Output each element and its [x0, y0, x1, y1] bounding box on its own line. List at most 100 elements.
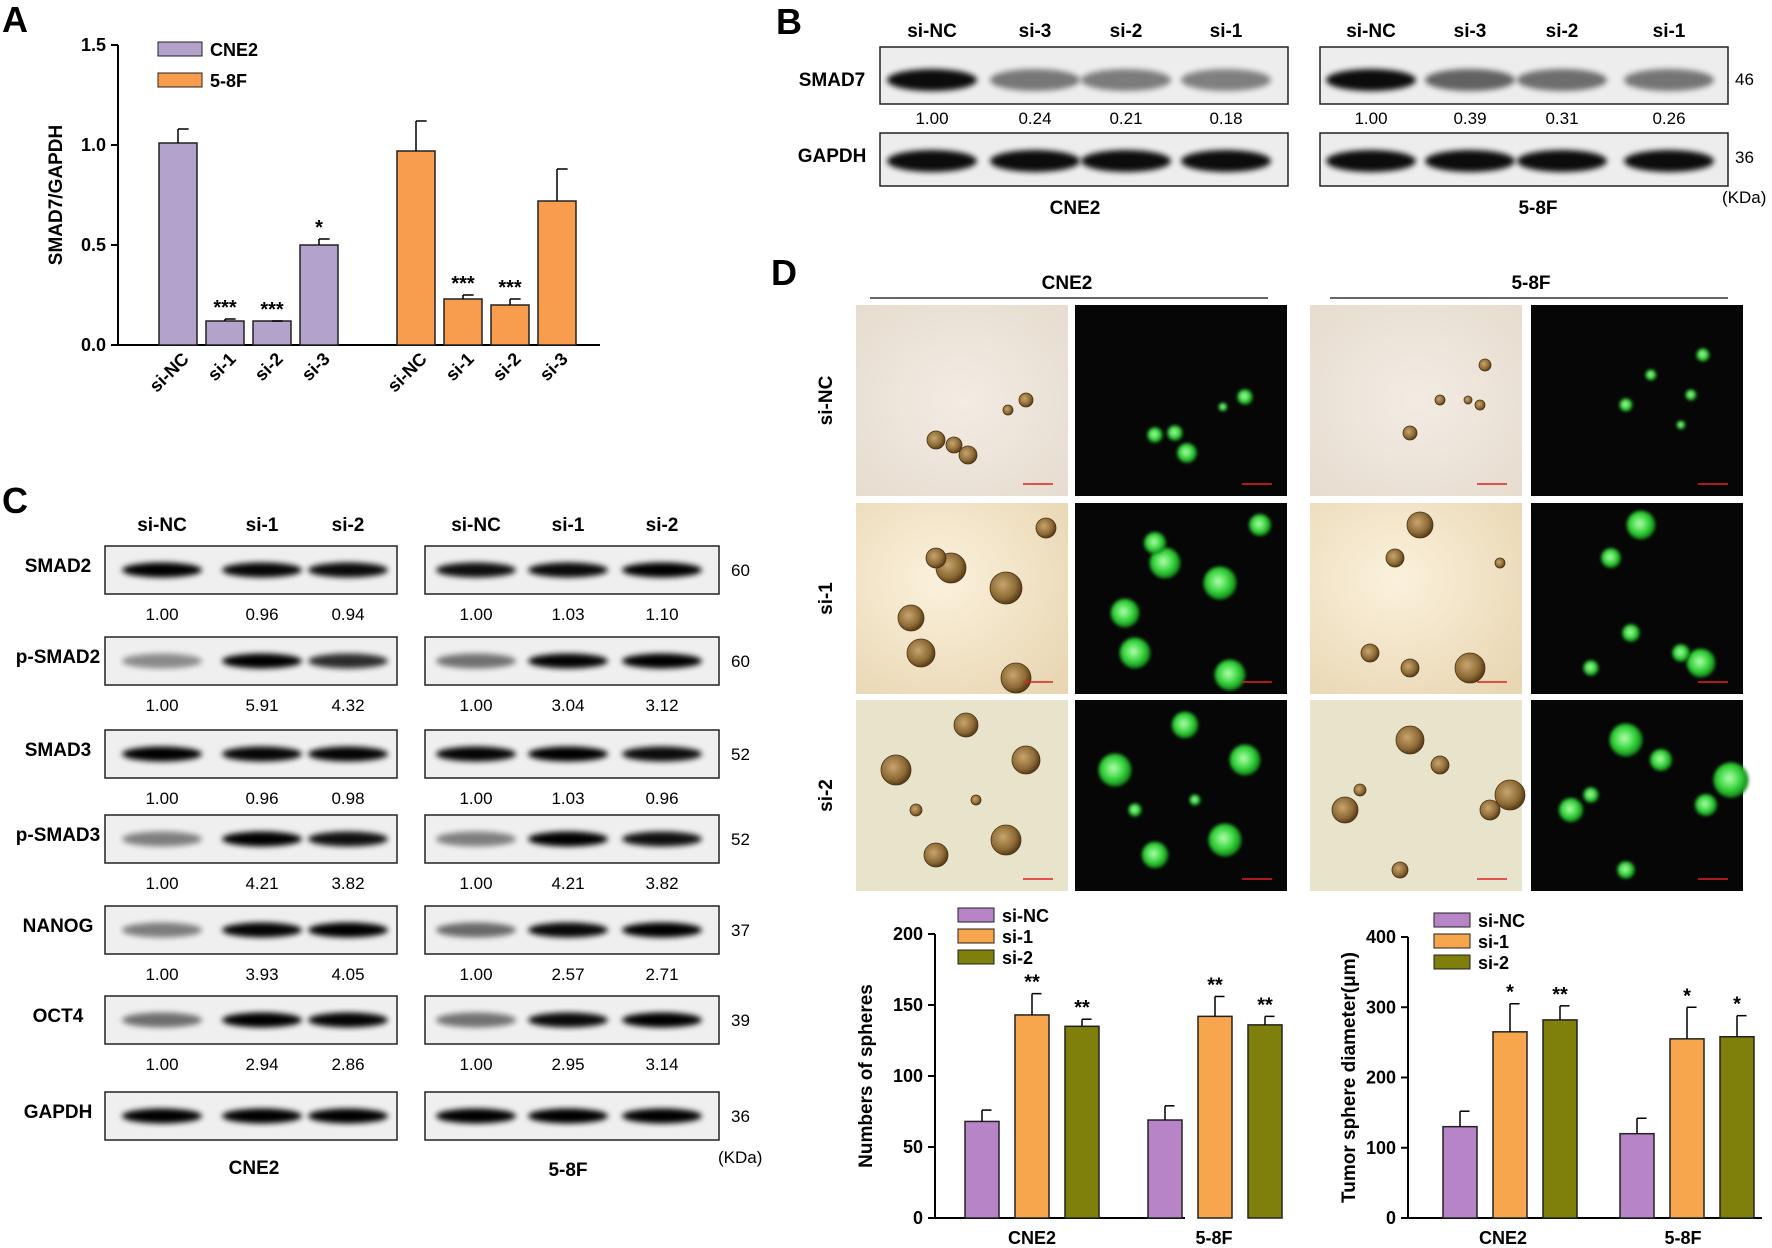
y-tick-label: 0 — [1386, 1208, 1396, 1228]
blot-band — [308, 562, 388, 578]
fluorescent-sphere — [1218, 402, 1228, 412]
blot-band — [436, 562, 516, 578]
fluorescent-sphere — [1229, 744, 1261, 776]
blot-band — [528, 746, 608, 762]
tumor-sphere — [880, 754, 912, 786]
band-quant-value: 0.96 — [245, 605, 278, 624]
x-category-label: si-2 — [489, 349, 525, 385]
significance-stars: ** — [1552, 984, 1568, 1006]
bar — [1247, 1024, 1283, 1219]
band-quant-value: 3.14 — [645, 1055, 678, 1074]
tumor-sphere — [1454, 652, 1486, 684]
band-quant-value: 0.96 — [645, 789, 678, 808]
blot-band — [436, 746, 516, 762]
y-axis-label: SMAD7/GAPDH — [46, 125, 67, 265]
blot-band — [528, 1012, 608, 1028]
significance-stars: *** — [213, 297, 237, 319]
x-category-label: si-NC — [383, 349, 430, 396]
legend-swatch — [157, 72, 203, 88]
band-quant-value: 1.00 — [459, 874, 492, 893]
band-quant-value: 0.96 — [245, 789, 278, 808]
blot-band — [1517, 69, 1607, 91]
blot-band — [222, 653, 302, 669]
band-quant-value: 0.98 — [331, 789, 364, 808]
blot-band — [528, 831, 608, 847]
blot-band — [1517, 150, 1607, 172]
kda-unit: (KDa) — [718, 1148, 762, 1167]
y-tick-label: 0 — [913, 1208, 923, 1228]
x-category-label: si-1 — [442, 349, 478, 385]
blot-lane-label: si-1 — [246, 515, 279, 536]
legend-label: si-NC — [1002, 906, 1049, 926]
fluorescent-sphere — [1617, 861, 1635, 879]
blot-band — [308, 746, 388, 762]
band-quant-value: 1.00 — [459, 605, 492, 624]
significance-stars: ** — [1074, 997, 1090, 1019]
fluorescent-sphere — [1119, 637, 1151, 669]
fluorescent-sphere — [1208, 823, 1242, 857]
bar — [1619, 1132, 1655, 1219]
bar — [299, 244, 339, 346]
blot-band — [1081, 69, 1171, 91]
blot-lane-label: si-3 — [1019, 21, 1052, 42]
tumor-sphere — [897, 604, 925, 632]
tumor-sphere — [923, 842, 949, 868]
brightfield-image — [856, 503, 1068, 694]
blot-band — [308, 831, 388, 847]
tumor-sphere — [906, 638, 936, 668]
blot-group-label: CNE2 — [1050, 198, 1101, 219]
bar — [205, 320, 245, 346]
blot-row-label: NANOG — [23, 916, 94, 937]
blot-lane-label: si-NC — [137, 515, 187, 536]
significance-stars: ** — [1024, 972, 1040, 994]
fluorescent-sphere — [1619, 398, 1633, 412]
tumor-sphere — [1406, 511, 1434, 539]
blot-band — [122, 746, 202, 762]
band-quant-value: 0.26 — [1652, 109, 1685, 128]
band-quant-value: 3.82 — [645, 874, 678, 893]
legend-swatch — [957, 949, 995, 965]
blot-band — [122, 922, 202, 938]
blot-band — [1181, 69, 1271, 91]
fluorescent-sphere — [1177, 443, 1197, 463]
brightfield-image — [1310, 305, 1522, 496]
blot-row-label: GAPDH — [798, 146, 867, 167]
blot-band — [436, 653, 516, 669]
band-quant-value: 1.00 — [145, 874, 178, 893]
x-category-label: si-3 — [298, 349, 334, 385]
tumor-sphere — [958, 445, 978, 465]
y-tick-label: 1.5 — [81, 35, 106, 55]
significance-stars: * — [1683, 985, 1691, 1007]
y-tick-label: 0.5 — [81, 235, 106, 255]
band-quant-value: 1.00 — [459, 965, 492, 984]
bar — [1492, 1031, 1528, 1219]
significance-stars: *** — [260, 299, 284, 321]
tumor-sphere — [1353, 783, 1367, 797]
blot-band — [622, 1012, 702, 1028]
panel-d-microscopy-grid: CNE2 5-8F si-NC si-1 si-2 — [816, 273, 1749, 891]
blot-group-label: 5-8F — [1518, 198, 1557, 219]
tumor-sphere — [970, 794, 982, 806]
legend-swatch — [1433, 912, 1471, 928]
band-quant-value: 1.00 — [459, 1055, 492, 1074]
legend-label: si-2 — [1002, 948, 1033, 968]
y-tick-label: 150 — [893, 995, 923, 1015]
blot-lane-label: si-2 — [1110, 21, 1143, 42]
blot-group-label: CNE2 — [229, 1158, 280, 1179]
tumor-sphere — [1385, 548, 1405, 568]
blot-band — [528, 562, 608, 578]
tumor-sphere — [1463, 395, 1473, 405]
blot-band — [1181, 150, 1271, 172]
band-quant-value: 2.86 — [331, 1055, 364, 1074]
blot-band — [622, 746, 702, 762]
blot-lane-label: si-2 — [646, 515, 679, 536]
x-category-label: si-NC — [145, 349, 192, 396]
band-quant-value: 1.03 — [551, 789, 584, 808]
blot-band — [222, 1012, 302, 1028]
kda-marker: 39 — [731, 1011, 750, 1030]
tumor-sphere — [926, 430, 946, 450]
blot-band — [1624, 69, 1714, 91]
blot-band — [528, 922, 608, 938]
blot-group-label: 5-8F — [548, 1160, 587, 1181]
